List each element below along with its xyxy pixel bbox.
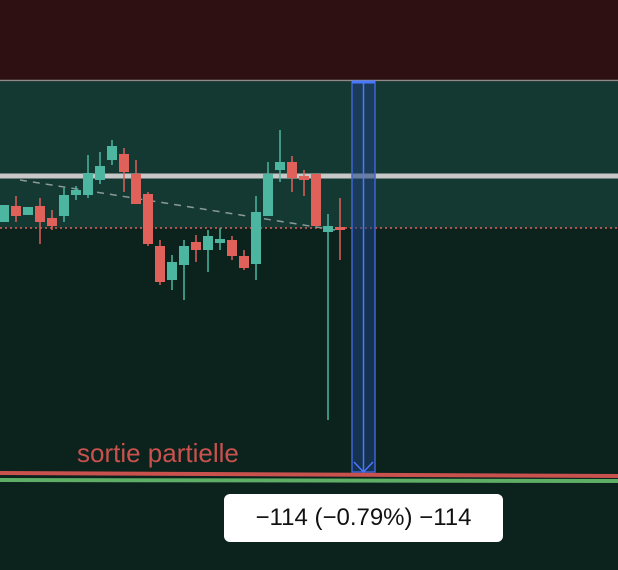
measure-label: −114 (−0.79%) −114 [224, 494, 503, 542]
candle-body [83, 173, 93, 195]
annotation: sortie partielle [77, 438, 239, 468]
candle-body [107, 146, 117, 160]
candles [0, 130, 345, 420]
trend-line [19, 179, 336, 231]
candle-body [275, 162, 285, 170]
measure-arrow [353, 461, 374, 474]
candle-body [239, 256, 249, 268]
top-zone [0, 0, 618, 80]
candle-body [0, 205, 9, 222]
candle-body [311, 174, 321, 226]
candle-body [299, 176, 309, 180]
candle-body [191, 242, 201, 250]
candle-body [179, 246, 189, 265]
target-line [0, 478, 618, 483]
candle-body [335, 227, 345, 230]
candle-body [71, 190, 81, 195]
profit-zone [0, 82, 618, 228]
candle-body [215, 239, 225, 243]
candle-body [323, 226, 333, 232]
candle-body [131, 174, 141, 204]
candle-body [203, 236, 213, 250]
candle-body [35, 206, 45, 222]
stop-line [0, 471, 618, 478]
candle-body [143, 194, 153, 244]
candle-body [59, 195, 69, 216]
candle-body [155, 246, 165, 282]
candle-body [287, 162, 297, 178]
candle-body [227, 240, 237, 256]
candle-body [119, 154, 129, 172]
candle-body [263, 174, 273, 216]
candle-body [251, 212, 261, 264]
candle-body [167, 262, 177, 280]
candle-body [47, 218, 57, 226]
candle-body [23, 207, 33, 215]
candle-body [11, 206, 21, 216]
candle-body [95, 166, 105, 180]
